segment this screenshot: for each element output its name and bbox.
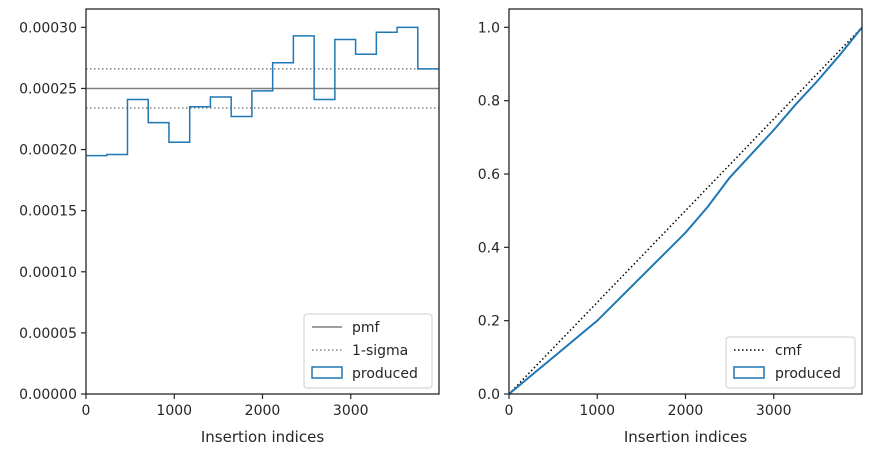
left-legend: pmf 1-sigma produced bbox=[303, 313, 433, 389]
x-tick-label: 0 bbox=[505, 403, 514, 419]
left-y-ticks: 0.00000 0.00005 0.00010 0.00015 0.00020 0.000… bbox=[19, 20, 86, 403]
y-tick-label: 0.6 bbox=[478, 167, 500, 183]
right-x-ticks: 0 1000 2000 3000 bbox=[505, 394, 792, 419]
x-tick-label: 1000 bbox=[579, 403, 615, 419]
legend-produced-swatch bbox=[311, 366, 343, 379]
left-chart-panel: 0 1000 2000 3000 0.000000.000050.000100.000… bbox=[19, 8, 440, 446]
legend-pmf-label: pmf bbox=[352, 320, 381, 336]
left-x-axis-label: Insertion indices bbox=[201, 428, 324, 446]
x-tick-label: 2000 bbox=[245, 403, 281, 419]
y-tick-label: 0.00010 bbox=[19, 265, 77, 281]
right-plot-area bbox=[508, 26, 863, 395]
y-tick-label: 0.8 bbox=[478, 94, 500, 110]
right-y-ticks: 0.0 0.2 0.4 0.6 0.8 1.0 bbox=[478, 20, 509, 403]
y-tick-label: 0.4 bbox=[478, 240, 500, 256]
y-tick-label: 0.00015 bbox=[19, 204, 77, 220]
produced-histogram-step bbox=[86, 26, 439, 157]
produced-cdf-line bbox=[508, 26, 863, 395]
right-x-axis-label: Insertion indices bbox=[624, 428, 747, 446]
right-chart-panel: 0 1000 2000 3000 0.0 0.2 0.4 0.6 0.8 1.0 Inserti… bbox=[478, 8, 863, 446]
y-tick-label: 0.2 bbox=[478, 314, 500, 330]
y-tick-label: 0.00005 bbox=[19, 326, 77, 342]
right-axes-frame bbox=[508, 8, 863, 395]
legend-produced-label: produced bbox=[352, 366, 418, 382]
x-tick-label: 0 bbox=[82, 403, 91, 419]
legend-produced-cdf-label: produced bbox=[775, 366, 841, 382]
y-tick-label: 0.00025 bbox=[19, 81, 77, 97]
cmf-line bbox=[508, 26, 863, 395]
left-x-ticks: 0 1000 2000 3000 bbox=[82, 394, 369, 419]
left-plot-area bbox=[86, 26, 439, 157]
y-tick-label: 0.0 bbox=[478, 387, 500, 403]
y-tick-label: 0.00030 bbox=[19, 20, 77, 36]
x-tick-label: 3000 bbox=[333, 403, 369, 419]
y-tick-label: 0.00000 bbox=[19, 387, 77, 403]
legend-produced-cdf-swatch bbox=[733, 366, 765, 379]
y-tick-label: 0.00020 bbox=[19, 143, 77, 159]
x-tick-label: 3000 bbox=[756, 403, 792, 419]
left-legend-frame bbox=[303, 313, 433, 389]
x-tick-label: 1000 bbox=[156, 403, 192, 419]
right-legend: cmf produced bbox=[725, 336, 856, 389]
y-tick-label: 1.0 bbox=[478, 20, 500, 36]
legend-1-sigma-label: 1-sigma bbox=[352, 343, 408, 359]
x-tick-label: 2000 bbox=[668, 403, 704, 419]
legend-cmf-label: cmf bbox=[775, 343, 802, 359]
